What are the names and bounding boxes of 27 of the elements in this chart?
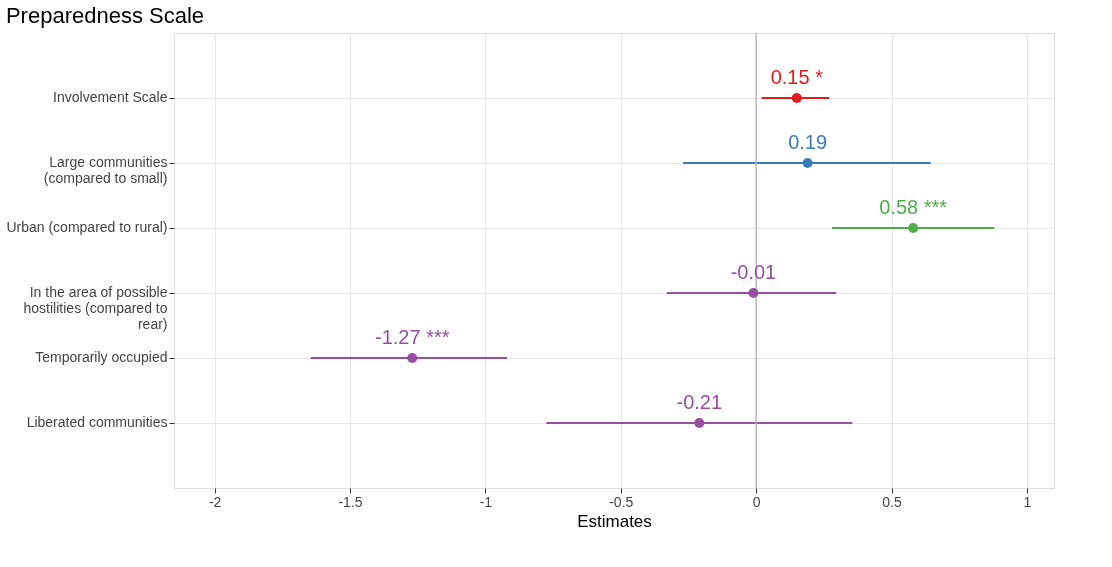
x-tick-label: 0.5 [882,493,902,510]
y-tick-label: Involvement Scale [53,89,168,105]
y-tick-label: Large communities (compared to small) [43,154,168,186]
x-tick-label: -0.5 [609,493,634,510]
point [791,93,802,103]
point [407,353,418,363]
x-tick-label: 1 [1023,493,1032,510]
point [908,223,919,233]
y-tick-label: Urban (compared to rural) [6,219,168,235]
data-label: -1.27 *** [375,326,450,348]
x-tick-label: -1.5 [338,493,363,510]
point [802,158,813,168]
y-tick-label: Liberated communities [26,414,168,430]
data-label: 0.15 * [770,66,824,88]
data-label: -0.01 [730,261,777,283]
data-label: 0.58 *** [879,196,948,218]
chart-title: Preparedness Scale [5,3,205,29]
data-label: 0.19 [788,131,828,153]
point [748,288,759,298]
y-tick-label: In the area of possible hostilities (compared to rear) [23,284,168,332]
x-axis-title: Estimates [577,511,652,531]
x-tick-label: -1 [479,493,493,510]
data-label: -0.21 [676,391,723,413]
x-tick-label: -2 [208,493,222,510]
x-tick-label: 0 [752,493,761,510]
y-tick-label: Temporarily occupied [35,349,168,365]
point [694,418,705,428]
